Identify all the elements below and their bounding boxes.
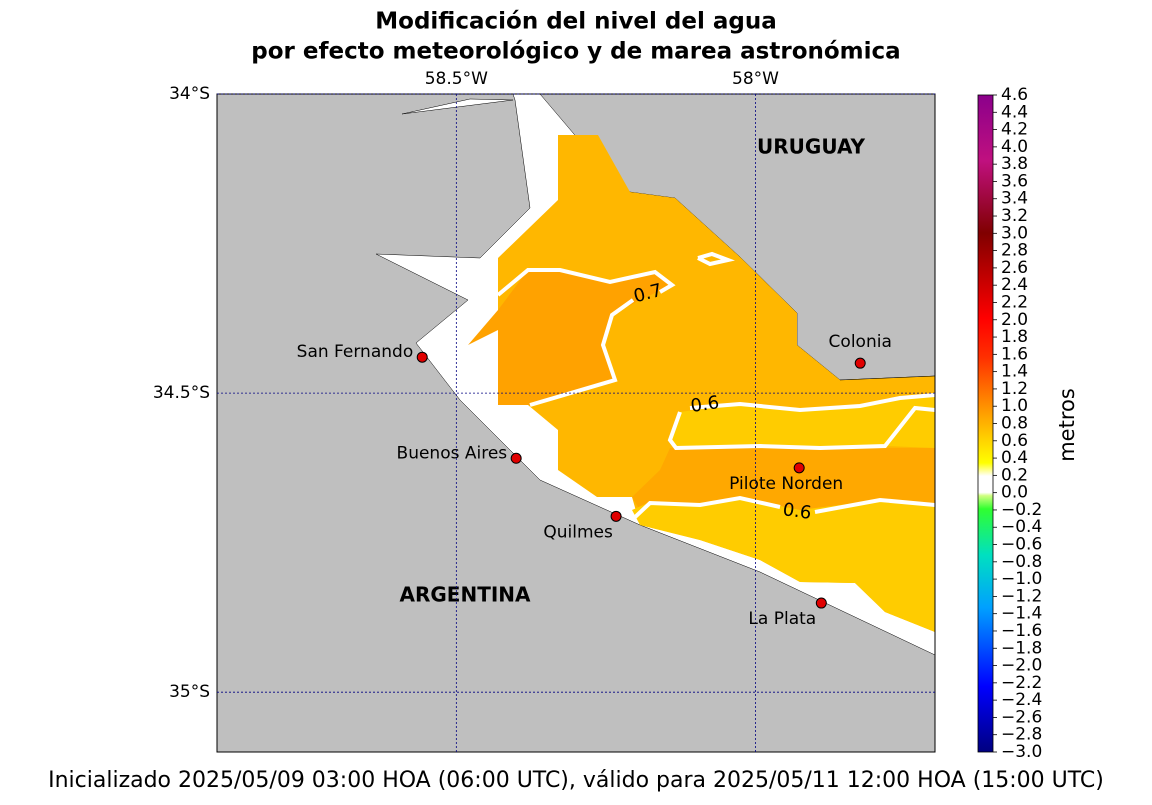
colorbar-tick-label: −1.4 [1001,604,1042,624]
y-tick-label: 34.5°S [153,383,210,403]
contour-fill [632,498,935,632]
x-tick-label: 58°W [732,69,779,89]
y-tick-label: 34°S [169,84,210,104]
colorbar-tick-label: 3.2 [1001,206,1028,226]
colorbar-tick-label: −2.0 [1001,656,1042,676]
colorbar-tick-label: −0.2 [1001,500,1042,520]
city-label: Pilote Norden [729,474,843,494]
colorbar-tick-label: −2.6 [1001,707,1042,727]
coast [839,375,935,381]
x-tick-label: 58.5°W [425,69,488,89]
colorbar-tick-label: 1.0 [1001,396,1028,416]
map [217,94,935,752]
colorbar-tick-label: 2.6 [1001,258,1028,278]
title: Modificación del nivel del agua [375,9,776,35]
colorbar-tick-label: 0.6 [1001,431,1028,451]
colorbar-tick-label: −0.6 [1001,535,1042,555]
contour-fill [670,395,935,448]
colorbar-tick-label: 0.4 [1001,448,1028,468]
map-frame [216,93,936,753]
colorbar-tick-label: 3.0 [1001,223,1028,243]
colorbar-tick-label: 4.6 [1001,85,1028,105]
city-marker [416,351,428,363]
colorbar-tick-label: −1.8 [1001,638,1042,658]
colorbar-tick-label: 0.8 [1001,414,1028,434]
colorbar-tick-label: 2.8 [1001,241,1028,261]
colorbar-tick-label: 0.2 [1001,465,1028,485]
country-label: URUGUAY [757,135,865,159]
y-tick-label: 35°S [169,682,210,702]
colorbar-tick-label: 2.4 [1001,275,1028,295]
contour-label: 0.6 [781,499,812,524]
country-label: ARGENTINA [400,583,532,607]
colorbar [977,94,994,753]
island [401,98,514,115]
colorbar-tick-label: −0.4 [1001,517,1042,537]
city-marker [815,597,827,609]
city-label: San Fernando [297,342,414,362]
colorbar-tick-label: 2.2 [1001,292,1028,312]
footer: Inicializado 2025/05/09 03:00 HOA (06:00… [48,768,1104,793]
colorbar-tick-label: 2.0 [1001,310,1028,330]
contour-label: 0.6 [689,392,720,417]
colorbar-tick-label: −0.8 [1001,552,1042,572]
city-marker [793,462,805,474]
city-marker [854,357,866,369]
colorbar-tick-label: 3.4 [1001,189,1028,209]
colorbar-tick-label: 1.2 [1001,379,1028,399]
colorbar-tick-label: −1.6 [1001,621,1042,641]
colorbar-tick-label: 0.0 [1001,483,1028,503]
city-label: Colonia [829,332,892,352]
colorbar-tick-label: −3.0 [1001,742,1042,762]
colorbar-tick-label: −2.4 [1001,690,1042,710]
colorbar-tick-label: −1.2 [1001,586,1042,606]
colorbar-tick-label: −1.0 [1001,569,1042,589]
colorbar-tick-label: 1.4 [1001,362,1028,382]
colorbar-tick-label: 3.6 [1001,171,1028,191]
colorbar-tick-label: 4.2 [1001,120,1028,140]
colorbar-label: metros [1055,388,1079,462]
title: por efecto meteorológico y de marea astr… [251,39,900,65]
city-marker [610,510,622,522]
colorbar-tick-label: −2.2 [1001,673,1042,693]
contour-lines [496,251,935,522]
colorbar-tick-label: 4.0 [1001,137,1028,157]
city-marker [510,452,522,464]
colorbar-tick-label: 1.6 [1001,344,1028,364]
city-label: Buenos Aires [397,443,508,463]
colorbar-tick-label: 1.8 [1001,327,1028,347]
city-label: La Plata [748,609,816,629]
contour-fill [468,270,672,405]
city-label: Quilmes [543,522,613,542]
colorbar-tick-label: −2.8 [1001,725,1042,745]
contour-fill [632,448,935,510]
colorbar-tick-label: 3.8 [1001,154,1028,174]
colorbar-tick-label: 4.4 [1001,102,1028,122]
